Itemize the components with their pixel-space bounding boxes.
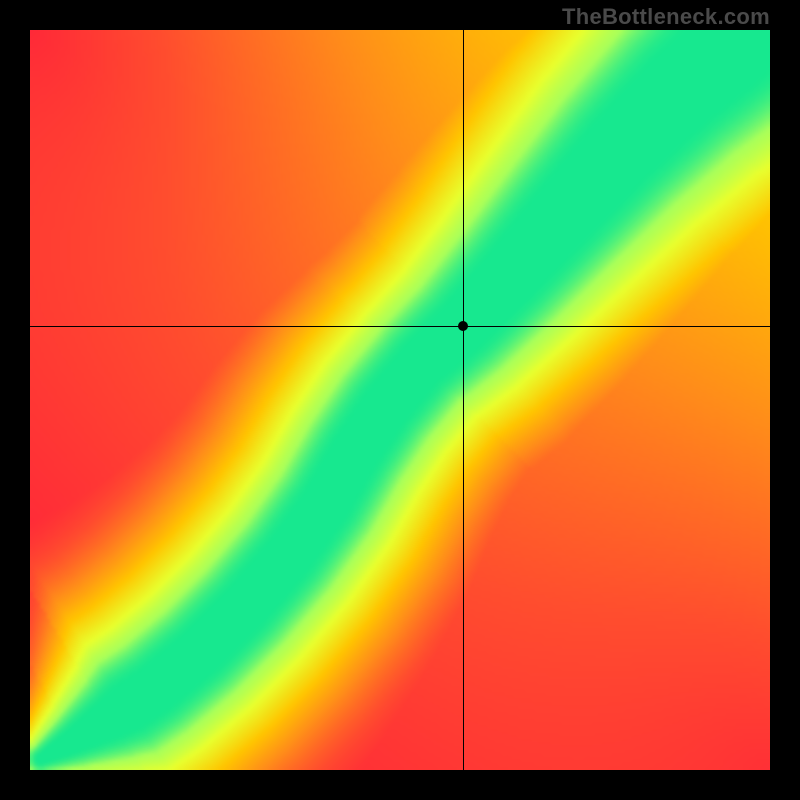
heatmap-canvas [30,30,770,770]
crosshair-marker [458,321,468,331]
watermark-text: TheBottleneck.com [562,4,770,30]
crosshair-horizontal [30,326,770,327]
plot-area [30,30,770,770]
crosshair-vertical [463,30,464,770]
